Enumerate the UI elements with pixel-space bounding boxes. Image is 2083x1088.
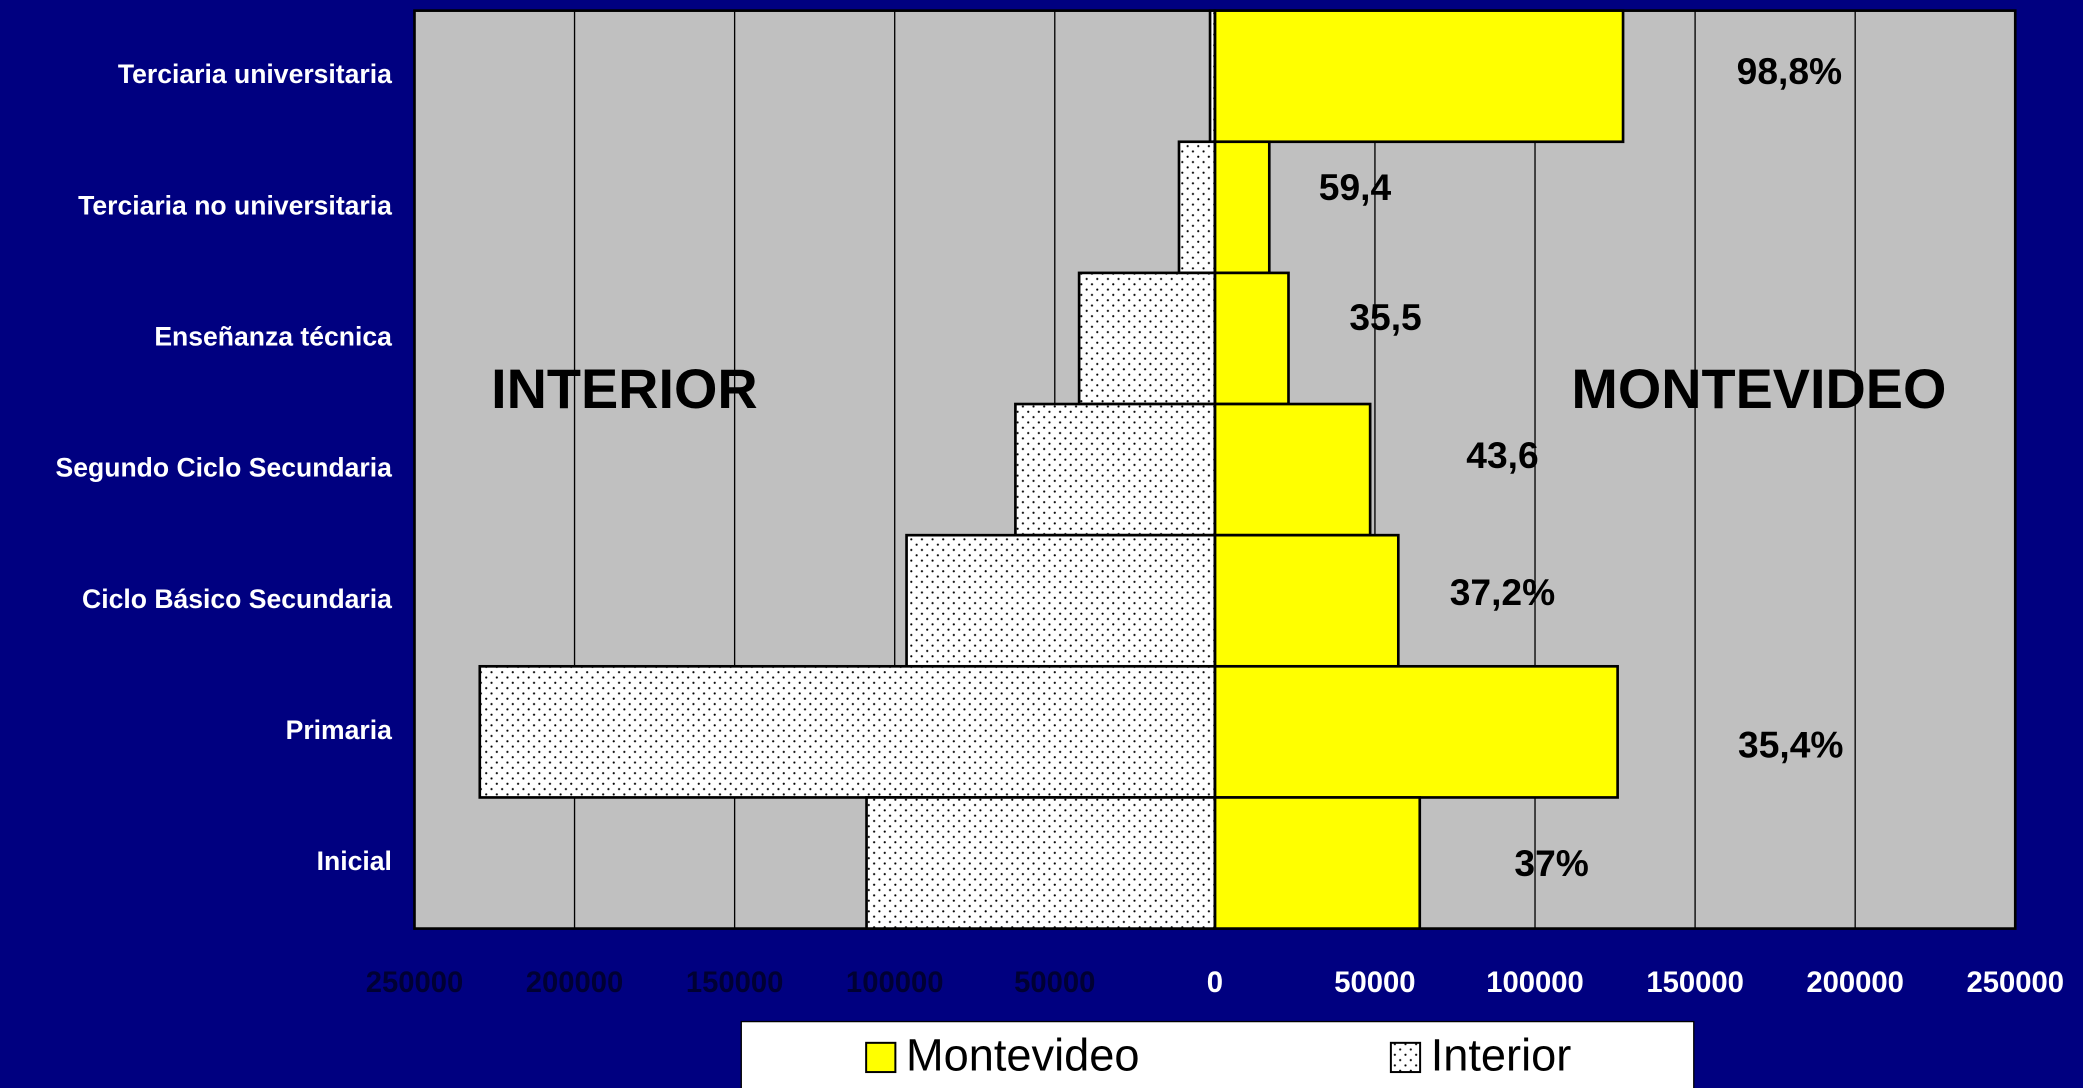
x-tick-label: 250000 [1966, 967, 2064, 999]
x-tick-label: 200000 [526, 967, 624, 999]
x-tick-label: 150000 [686, 967, 784, 999]
y-tick-label: Terciaria no universitaria [78, 190, 392, 220]
bar [1213, 664, 1619, 799]
annotation: 37% [1514, 842, 1588, 884]
x-tick-label: 250000 [366, 967, 464, 999]
x-tick-label: 100000 [846, 967, 944, 999]
legend-swatch [865, 1041, 897, 1074]
y-tick-label: Segundo Ciclo Secundaria [56, 453, 393, 483]
bar [1014, 402, 1217, 537]
y-tick-label: Ciclo Básico Secundaria [82, 584, 392, 614]
bar [1213, 271, 1290, 406]
annotation: 59,4 [1319, 166, 1392, 208]
annotation: 35,5 [1349, 296, 1421, 338]
annotation: 35,4% [1738, 724, 1843, 766]
bar [1177, 140, 1217, 275]
y-tick-label: Inicial [317, 846, 392, 876]
legend-label: Interior [1431, 1030, 1572, 1081]
bar [1213, 533, 1400, 668]
bar [865, 796, 1217, 930]
annotation: 37,2% [1450, 571, 1555, 613]
region-label: MONTEVIDEO [1571, 357, 1946, 420]
bar [1213, 402, 1372, 537]
legend-swatch [1389, 1041, 1422, 1074]
bar [1213, 9, 1625, 144]
x-tick-label: 200000 [1806, 967, 1904, 999]
bar [1213, 140, 1271, 275]
bar [905, 533, 1217, 668]
x-tick-label: 100000 [1486, 967, 1584, 999]
x-tick-label: 50000 [1014, 967, 1095, 999]
bar [478, 664, 1217, 799]
bar [1213, 796, 1422, 930]
annotation: 98,8% [1737, 50, 1842, 92]
y-tick-label: Enseñanza técnica [154, 321, 392, 351]
region-label: INTERIOR [491, 357, 758, 420]
x-tick-label: 0 [1207, 967, 1223, 999]
y-tick-label: Primaria [286, 715, 392, 745]
y-tick-label: Terciaria universitaria [118, 59, 392, 89]
x-tick-label: 150000 [1646, 967, 1744, 999]
bar [1077, 271, 1217, 406]
legend-box [740, 1020, 1695, 1088]
legend-label: Montevideo [906, 1030, 1139, 1081]
annotation: 43,6 [1466, 434, 1538, 476]
x-tick-label: 50000 [1334, 967, 1415, 999]
